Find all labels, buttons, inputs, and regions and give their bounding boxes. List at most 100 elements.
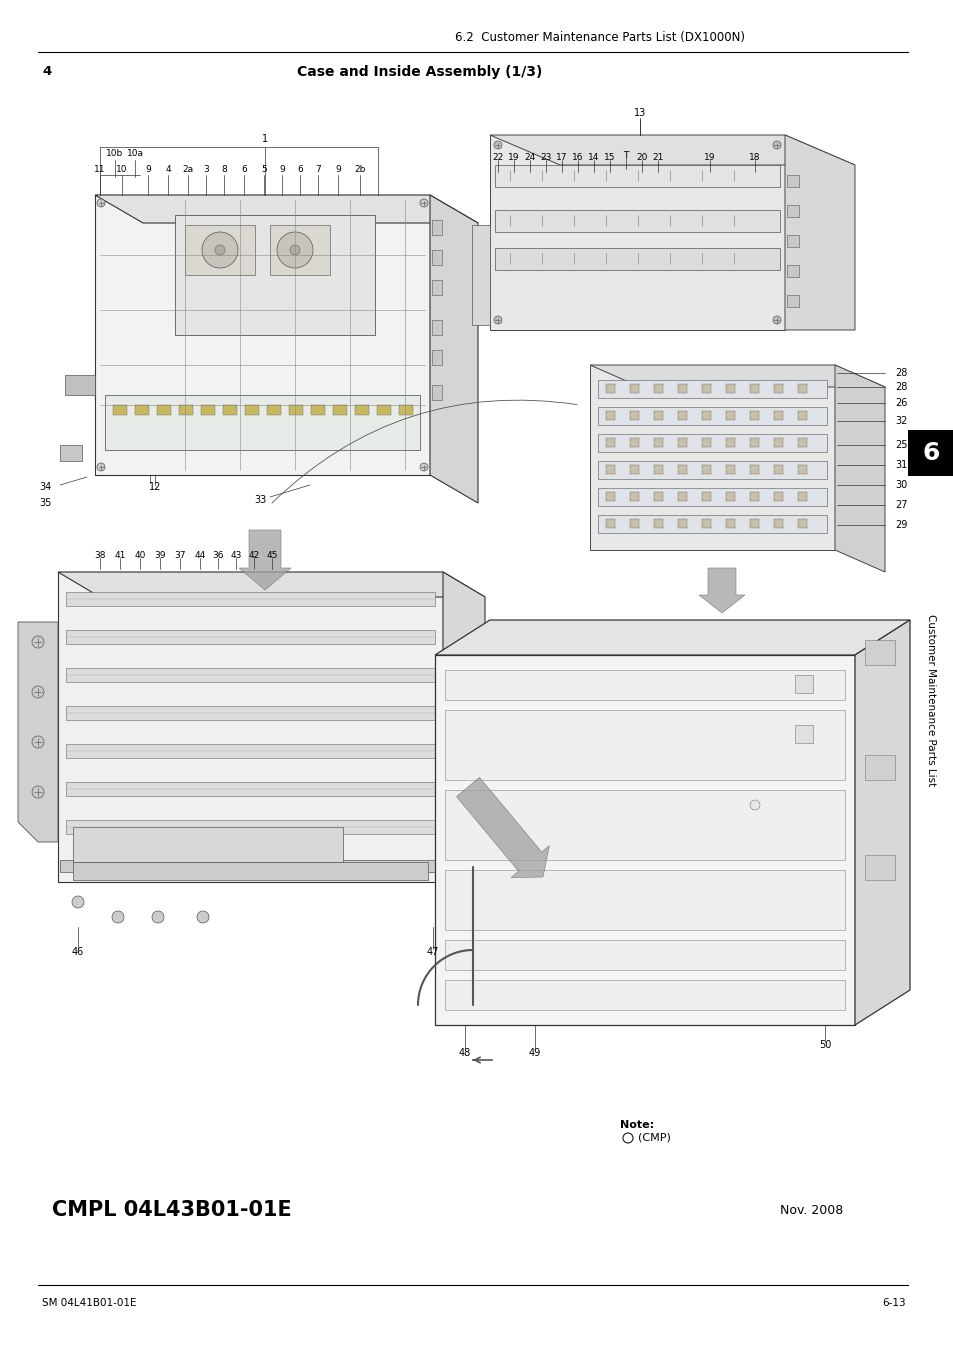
Bar [786,296,799,306]
Bar [444,710,844,780]
Text: 27: 27 [894,500,906,510]
Bar [773,518,782,528]
FancyArrow shape [456,778,549,878]
Bar [311,405,325,414]
Circle shape [290,244,299,255]
Bar [725,464,734,474]
Polygon shape [495,165,780,188]
Text: 6.2  Customer Maintenance Parts List (DX1000N): 6.2 Customer Maintenance Parts List (DX1… [455,31,744,45]
Bar [678,491,686,501]
Bar [432,350,441,365]
Bar [678,464,686,474]
Polygon shape [490,135,784,329]
Bar [629,491,639,501]
Bar [701,491,710,501]
Bar [797,518,806,528]
Text: Customer Maintenance Parts List: Customer Maintenance Parts List [925,614,935,786]
Text: 30: 30 [894,481,906,490]
Text: 4: 4 [165,165,171,174]
Circle shape [97,198,105,207]
Text: 40: 40 [134,551,146,559]
Bar [157,405,171,414]
Polygon shape [834,364,884,572]
Text: 50: 50 [818,1040,830,1050]
Text: 8: 8 [221,165,227,174]
Bar [598,487,826,506]
Text: 10a: 10a [127,148,143,158]
Text: 9: 9 [145,165,151,174]
Text: 9: 9 [279,165,285,174]
Bar [73,828,343,863]
Text: 35: 35 [39,498,51,508]
Circle shape [749,801,760,810]
Bar [66,782,435,796]
Text: 5: 5 [261,165,267,174]
Bar [66,668,435,682]
Polygon shape [65,375,95,396]
Bar [654,491,662,501]
Text: 10b: 10b [107,148,124,158]
Bar [654,383,662,393]
Text: (CMP): (CMP) [638,1133,670,1143]
Bar [598,379,826,398]
Text: 10: 10 [116,165,128,174]
Text: 11: 11 [94,165,106,174]
Bar [185,225,254,275]
Text: 6-13: 6-13 [882,1297,905,1308]
Text: 43: 43 [230,551,241,559]
Bar [786,205,799,217]
Text: 16: 16 [572,154,583,162]
Polygon shape [58,572,442,882]
Bar [444,670,844,701]
Circle shape [772,140,781,148]
Bar [797,437,806,447]
Bar [725,491,734,501]
Bar [654,410,662,420]
Bar [749,518,759,528]
Text: 19: 19 [508,154,519,162]
Text: 20: 20 [636,154,647,162]
Polygon shape [430,194,477,504]
Polygon shape [784,135,854,329]
Bar [678,437,686,447]
Bar [432,320,441,335]
Text: 6: 6 [241,165,247,174]
Circle shape [276,232,313,269]
Bar [701,464,710,474]
Circle shape [32,636,44,648]
Polygon shape [490,135,854,165]
Bar [135,405,149,414]
Bar [749,491,759,501]
Text: 33: 33 [253,495,266,505]
Text: 46: 46 [71,946,84,957]
Bar [773,437,782,447]
Bar [66,593,435,606]
Text: 31: 31 [894,460,906,470]
Polygon shape [589,364,884,387]
Circle shape [419,198,428,207]
Bar [749,383,759,393]
Polygon shape [495,211,780,232]
Bar [598,406,826,425]
Bar [629,383,639,393]
Text: 36: 36 [212,551,224,559]
Text: 48: 48 [458,1048,471,1058]
Text: 32: 32 [894,416,906,427]
Text: 19: 19 [703,154,715,162]
Bar [786,235,799,247]
Bar [701,410,710,420]
Bar [654,518,662,528]
Bar [66,819,435,834]
Bar [105,396,419,450]
Circle shape [196,911,209,923]
FancyArrow shape [239,531,291,590]
Bar [773,491,782,501]
Bar [654,437,662,447]
Polygon shape [18,622,58,842]
Bar [701,518,710,528]
Bar [605,437,615,447]
Bar [629,464,639,474]
Circle shape [112,911,124,923]
Polygon shape [854,620,909,1025]
Bar [444,980,844,1010]
